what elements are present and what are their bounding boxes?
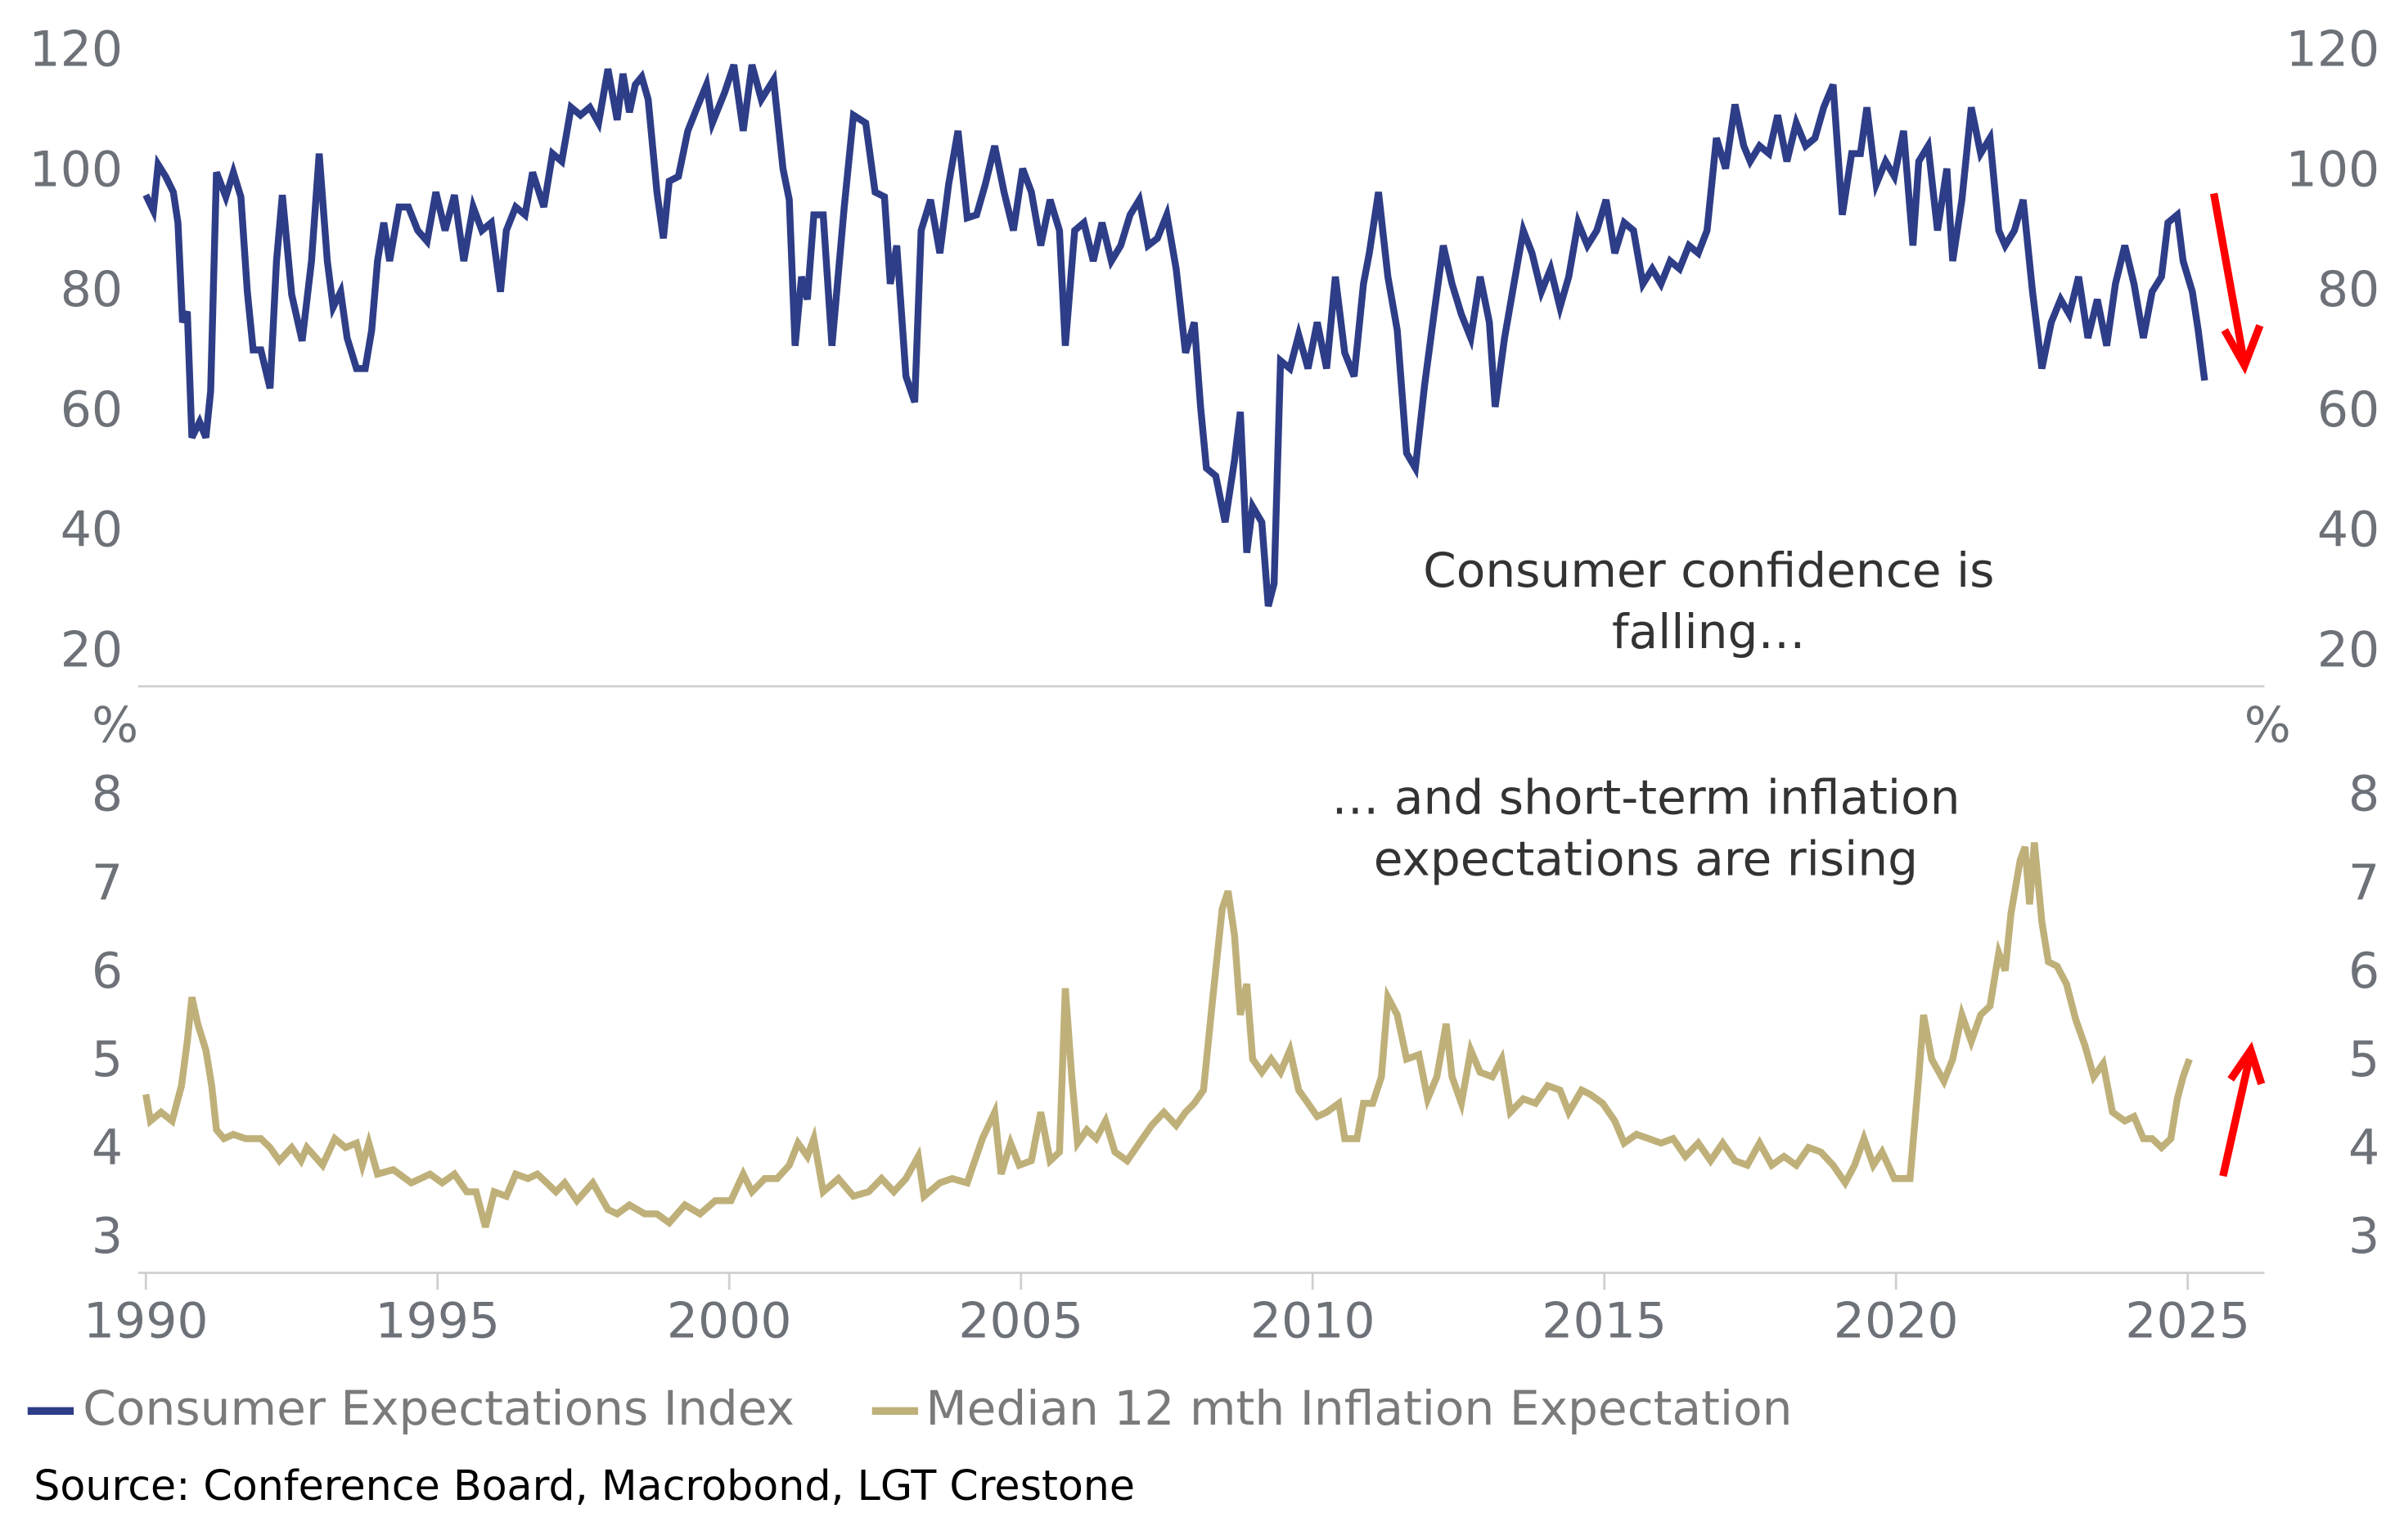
legend-label-inflation: Median 12 mth Inflation Expectation xyxy=(925,1380,1792,1436)
source-note: Source: Conference Board, Macrobond, LGT… xyxy=(34,1461,1135,1510)
x-axis-ticks: 1990 1995 2000 2005 2010 2015 2020 2025 xyxy=(83,1272,2250,1349)
x-tick-label: 1990 xyxy=(83,1292,209,1349)
top-y-tick-right: 20 xyxy=(2317,621,2379,678)
bottom-y-tick-right: 4 xyxy=(2348,1119,2379,1177)
top-y-tick-left: 80 xyxy=(61,261,123,318)
bottom-y-tick-right: 3 xyxy=(2348,1208,2379,1265)
bottom-annotation-line2: expectations are rising xyxy=(1374,831,1918,887)
inflation-expectation-line xyxy=(142,842,2193,1228)
bottom-right-unit-label: % xyxy=(2244,696,2291,754)
top-y-tick-right: 60 xyxy=(2317,381,2379,439)
top-y-tick-left: 120 xyxy=(29,21,124,79)
up-arrow-icon xyxy=(2219,1041,2266,1178)
top-panel: 20 20 40 40 60 60 80 80 100 100 120 120 xyxy=(29,21,2380,679)
bottom-panel: 3 3 4 4 5 5 6 6 7 7 8 8 xyxy=(92,766,2379,1265)
bottom-y-tick-left: 4 xyxy=(92,1119,123,1177)
bottom-y-tick-right: 7 xyxy=(2348,854,2379,912)
bottom-y-tick-left: 6 xyxy=(92,943,123,1000)
top-y-tick-left: 40 xyxy=(61,502,123,559)
top-annotation-line2: falling… xyxy=(1612,604,1806,660)
top-y-tick-left: 100 xyxy=(29,141,124,198)
x-tick-label: 2005 xyxy=(958,1292,1083,1349)
top-y-tick-right: 120 xyxy=(2286,21,2380,79)
x-tick-label: 2000 xyxy=(667,1292,792,1349)
down-arrow-icon xyxy=(2209,192,2264,375)
top-annotation-line1: Consumer confidence is xyxy=(1423,543,1994,598)
x-tick-label: 2025 xyxy=(2125,1292,2250,1349)
bottom-y-tick-left: 7 xyxy=(92,854,123,912)
x-tick-label: 2010 xyxy=(1250,1292,1375,1349)
bottom-left-unit-label: % xyxy=(92,696,138,754)
bottom-y-tick-left: 8 xyxy=(92,766,123,823)
top-y-tick-left: 20 xyxy=(61,621,123,678)
x-tick-label: 2020 xyxy=(1834,1292,1959,1349)
top-y-tick-right: 100 xyxy=(2286,141,2380,198)
bottom-y-tick-left: 5 xyxy=(92,1031,123,1088)
bottom-y-tick-right: 5 xyxy=(2348,1031,2379,1088)
legend-label-expectations: Consumer Expectations Index xyxy=(83,1380,795,1436)
bottom-y-tick-left: 3 xyxy=(92,1208,123,1265)
x-tick-label: 1995 xyxy=(375,1292,500,1349)
consumer-expectations-line xyxy=(142,63,2208,607)
bottom-y-tick-right: 8 xyxy=(2348,766,2379,823)
top-y-tick-right: 80 xyxy=(2317,261,2379,318)
top-y-tick-left: 60 xyxy=(61,381,123,439)
legend: Consumer Expectations Index Median 12 mt… xyxy=(27,1380,1793,1436)
x-tick-label: 2015 xyxy=(1542,1292,1667,1349)
bottom-y-tick-right: 6 xyxy=(2348,943,2379,1000)
bottom-annotation-line1: … and short-term inflation xyxy=(1331,769,1960,825)
top-y-tick-right: 40 xyxy=(2317,502,2379,559)
